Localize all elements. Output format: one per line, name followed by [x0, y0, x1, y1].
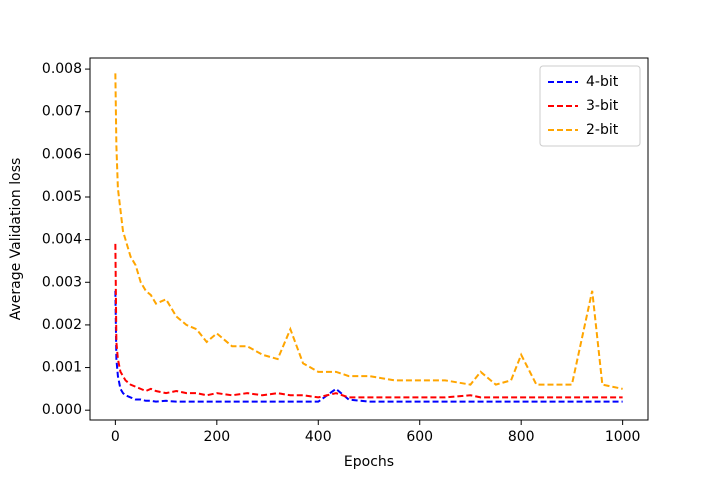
series-line	[114, 243, 623, 399]
series-line	[114, 290, 623, 403]
y-tick-label: 0.000	[42, 402, 82, 418]
y-tick-label: 0.006	[42, 146, 82, 162]
series-line	[114, 73, 623, 390]
y-tick-label: 0.007	[42, 104, 82, 120]
legend-label: 4-bit	[586, 74, 619, 90]
x-tick-label: 800	[508, 429, 535, 445]
y-axis-label: Average Validation loss	[8, 158, 24, 321]
x-tick-label: 400	[305, 429, 332, 445]
legend-label: 2-bit	[586, 122, 619, 138]
legend-box	[539, 65, 641, 147]
x-tick-label: 1000	[605, 429, 641, 445]
y-tick-label: 0.004	[42, 232, 82, 248]
x-tick-label: 600	[406, 429, 433, 445]
legend-label: 3-bit	[586, 98, 619, 114]
x-tick-label: 0	[111, 429, 120, 445]
y-tick-label: 0.003	[42, 274, 82, 290]
x-tick-label: 200	[203, 429, 230, 445]
plot-frame	[89, 57, 649, 421]
y-tick-label: 0.005	[42, 189, 82, 205]
y-tick-label: 0.008	[42, 61, 82, 77]
y-tick-label: 0.002	[42, 317, 82, 333]
x-axis-label: Epochs	[344, 454, 394, 470]
y-tick-label: 0.001	[42, 360, 82, 376]
